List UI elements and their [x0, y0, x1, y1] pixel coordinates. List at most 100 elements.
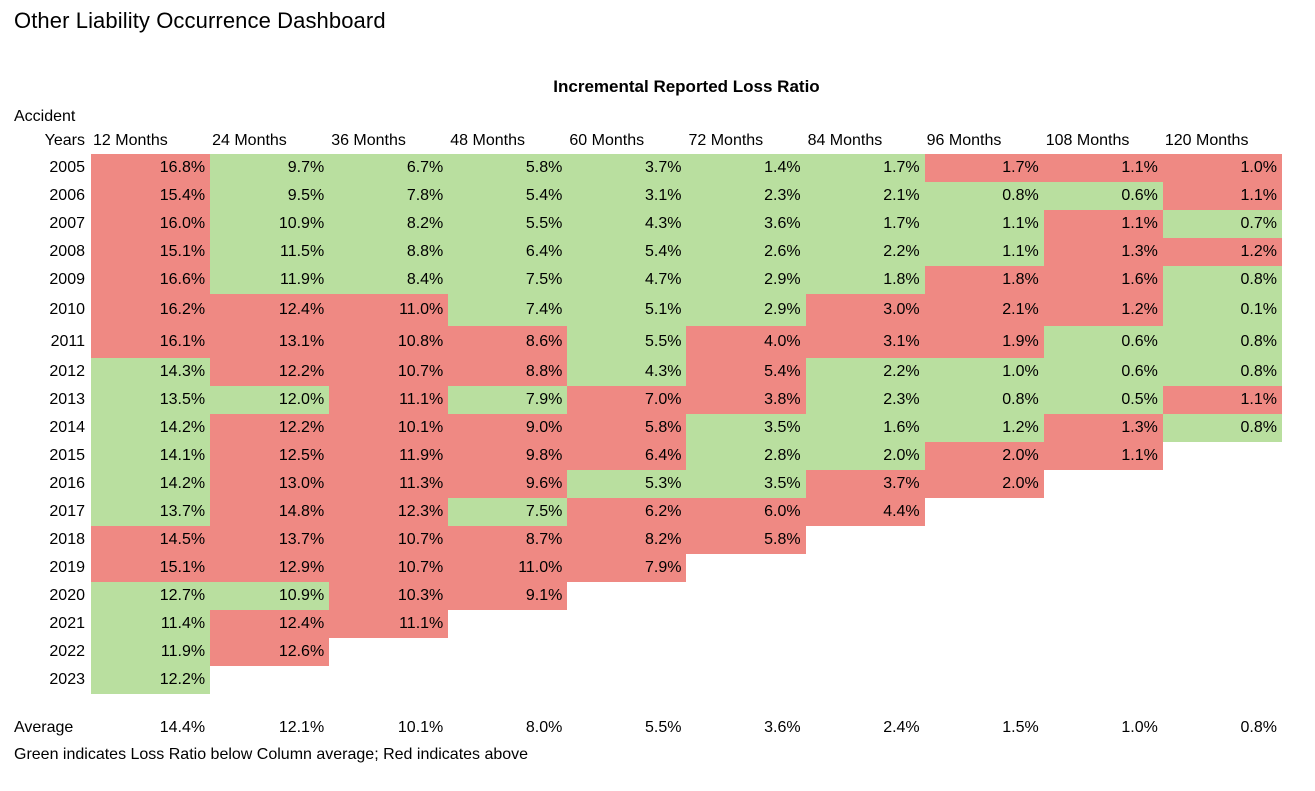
- table-row: 2012 14.3% 12.2% 10.7% 8.8% 4.3% 5.4% 2.2% 1.0% 0…: [0, 358, 1315, 386]
- empty-cell: [1044, 666, 1163, 694]
- loss-ratio-cell: 5.4%: [567, 238, 687, 266]
- average-value: 8.0%: [525, 719, 563, 736]
- loss-ratio-cell: 3.7%: [805, 470, 925, 498]
- loss-ratio-cell: 1.1%: [924, 210, 1044, 238]
- loss-ratio-cell: 0.6%: [1043, 358, 1163, 386]
- empty-cell: [1044, 582, 1163, 610]
- loss-ratio-cell: 12.7%: [91, 582, 211, 610]
- empty-cell: [686, 666, 805, 694]
- loss-ratio-cell: 4.3%: [567, 358, 687, 386]
- loss-ratio-cell: 11.9%: [210, 266, 330, 294]
- loss-ratio-cell: 7.0%: [567, 386, 687, 414]
- table-row: 2018 14.5% 13.7% 10.7% 8.7% 8.2% 5.8%: [0, 526, 1315, 554]
- empty-cell: [1163, 610, 1282, 638]
- loss-ratio-cell: 0.8%: [1162, 266, 1282, 294]
- loss-ratio-cell: 1.7%: [924, 154, 1044, 182]
- empty-cell: [686, 554, 805, 582]
- loss-ratio-cell: 2.3%: [686, 182, 806, 210]
- loss-ratio-cell: 3.8%: [686, 386, 806, 414]
- loss-ratio-cell: 10.7%: [329, 526, 449, 554]
- loss-ratio-cell: 1.1%: [1043, 442, 1163, 470]
- loss-ratio-cell: 7.5%: [448, 498, 568, 526]
- loss-ratio-cell: 2.1%: [805, 182, 925, 210]
- empty-cell: [567, 610, 686, 638]
- column-header: 48 Months: [450, 132, 525, 149]
- average-value: 1.5%: [1002, 719, 1039, 736]
- dashboard-page: Other Liability Occurrence Dashboard Inc…: [0, 8, 1315, 763]
- loss-ratio-cell: 3.6%: [686, 210, 806, 238]
- empty-cell: [1163, 498, 1282, 526]
- year-label: 2012: [49, 363, 85, 380]
- empty-cell: [686, 610, 805, 638]
- years-label: Years: [44, 132, 85, 149]
- loss-ratio-cell: 0.8%: [924, 386, 1044, 414]
- empty-cell: [448, 638, 567, 666]
- column-header-row: Years 12 Months 24 Months 36 Months 48 Mont…: [0, 127, 1315, 154]
- loss-ratio-cell: 5.5%: [567, 326, 687, 358]
- year-label: 2023: [49, 671, 85, 688]
- loss-ratio-cell: 7.9%: [448, 386, 568, 414]
- loss-ratio-cell: 1.7%: [805, 154, 925, 182]
- loss-ratio-cell: 16.6%: [91, 266, 211, 294]
- loss-ratio-cell: 6.7%: [329, 154, 449, 182]
- loss-ratio-cell: 5.4%: [686, 358, 806, 386]
- empty-cell: [806, 666, 925, 694]
- loss-ratio-cell: 1.7%: [805, 210, 925, 238]
- loss-ratio-cell: 2.2%: [805, 238, 925, 266]
- loss-ratio-cell: 10.8%: [329, 326, 449, 358]
- loss-ratio-cell: 8.2%: [567, 526, 687, 554]
- empty-cell: [448, 666, 567, 694]
- empty-cell: [1044, 554, 1163, 582]
- loss-ratio-cell: 1.6%: [805, 414, 925, 442]
- empty-cell: [806, 610, 925, 638]
- column-header: 120 Months: [1164, 132, 1249, 149]
- empty-cell: [567, 582, 686, 610]
- loss-ratio-cell: 0.6%: [1043, 182, 1163, 210]
- loss-ratio-cell: 11.9%: [329, 442, 449, 470]
- column-header: 108 Months: [1045, 132, 1130, 149]
- table-row: 2014 14.2% 12.2% 10.1% 9.0% 5.8% 3.5% 1.6% 1.2% 1…: [0, 414, 1315, 442]
- column-header: 12 Months: [93, 132, 168, 149]
- loss-ratio-cell: 8.8%: [329, 238, 449, 266]
- loss-ratio-cell: 0.8%: [1162, 326, 1282, 358]
- year-label: 2022: [49, 643, 85, 660]
- loss-ratio-cell: 2.9%: [686, 294, 806, 326]
- empty-cell: [1163, 582, 1282, 610]
- empty-cell: [1163, 554, 1282, 582]
- loss-ratio-cell: 11.1%: [329, 386, 449, 414]
- empty-cell: [210, 666, 329, 694]
- loss-ratio-cell: 11.3%: [329, 470, 449, 498]
- loss-ratio-cell: 12.2%: [210, 414, 330, 442]
- empty-cell: [567, 638, 686, 666]
- loss-ratio-cell: 12.2%: [91, 666, 211, 694]
- empty-cell: [1044, 638, 1163, 666]
- loss-ratio-cell: 0.8%: [1162, 358, 1282, 386]
- loss-ratio-cell: 3.0%: [805, 294, 925, 326]
- loss-ratio-cell: 14.1%: [91, 442, 211, 470]
- loss-ratio-cell: 12.3%: [329, 498, 449, 526]
- table-row: 2022 11.9% 12.6%: [0, 638, 1315, 666]
- empty-cell: [686, 582, 805, 610]
- average-label: Average: [14, 719, 74, 736]
- loss-ratio-cell: 11.0%: [329, 294, 449, 326]
- loss-ratio-cell: 8.6%: [448, 326, 568, 358]
- loss-ratio-cell: 14.5%: [91, 526, 211, 554]
- loss-ratio-cell: 4.4%: [805, 498, 925, 526]
- loss-ratio-cell: 13.5%: [91, 386, 211, 414]
- year-label: 2006: [49, 187, 85, 204]
- loss-ratio-cell: 0.7%: [1162, 210, 1282, 238]
- empty-cell: [925, 638, 1044, 666]
- year-label: 2017: [49, 503, 85, 520]
- loss-ratio-cell: 13.1%: [210, 326, 330, 358]
- loss-ratio-cell: 5.8%: [567, 414, 687, 442]
- table-row: 2020 12.7% 10.9% 10.3% 9.1%: [0, 582, 1315, 610]
- average-value: 10.1%: [397, 719, 444, 736]
- year-label: 2014: [49, 419, 85, 436]
- loss-ratio-cell: 11.4%: [91, 610, 211, 638]
- year-label: 2005: [49, 159, 85, 176]
- table-row: 2017 13.7% 14.8% 12.3% 7.5% 6.2% 6.0% 4.4%: [0, 498, 1315, 526]
- loss-ratio-cell: 8.2%: [329, 210, 449, 238]
- loss-ratio-cell: 5.4%: [448, 182, 568, 210]
- empty-cell: [1044, 470, 1163, 498]
- column-header: 84 Months: [807, 132, 883, 149]
